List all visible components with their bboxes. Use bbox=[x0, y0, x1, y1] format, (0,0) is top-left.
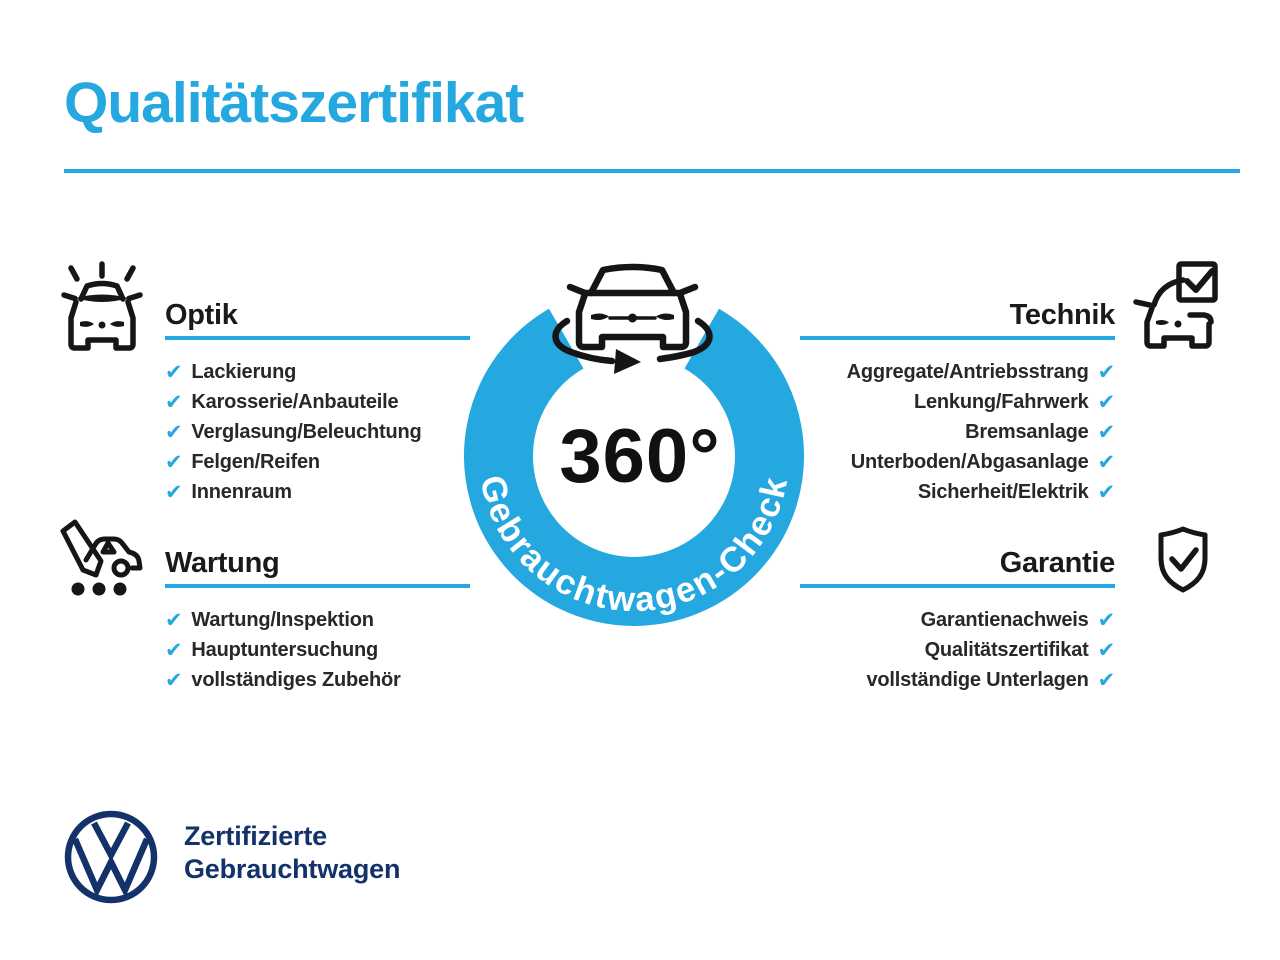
check-item: ✔ vollständiges Zubehör bbox=[165, 665, 470, 695]
section-heading-garantie: Garantie bbox=[999, 547, 1116, 579]
section-rule bbox=[165, 336, 470, 340]
check-icon: ✔ bbox=[165, 667, 183, 692]
shield-check-icon bbox=[1158, 526, 1208, 593]
check-icon: ✔ bbox=[165, 449, 183, 474]
check-icon: ✔ bbox=[165, 479, 183, 504]
section-heading-technik: Technik bbox=[1009, 299, 1116, 331]
check-item-label: Felgen/Reifen bbox=[191, 450, 320, 473]
check-item-label: Unterboden/Abgasanlage bbox=[850, 450, 1089, 473]
degrees-label: 360° bbox=[559, 414, 721, 499]
section-heading-optik: Optik bbox=[165, 299, 238, 331]
check-item: Sicherheit/Elektrik ✔ bbox=[800, 477, 1115, 507]
check-item: ✔ Karosserie/Anbauteile bbox=[165, 387, 470, 417]
footer-claim-line2: Gebrauchtwagen bbox=[184, 854, 401, 884]
check-icon: ✔ bbox=[165, 389, 183, 414]
optik-checklist: ✔ Lackierung ✔ Karosserie/Anbauteile ✔ Verg… bbox=[165, 357, 470, 507]
check-icon: ✔ bbox=[1097, 607, 1116, 632]
sparkling-car-icon bbox=[61, 261, 143, 351]
check-item-label: Karosserie/Anbauteile bbox=[191, 390, 399, 413]
check-icon: ✔ bbox=[165, 359, 183, 384]
garantie-checklist: Garantienachweis ✔ Qualitätszertifikat ✔ v… bbox=[800, 605, 1115, 695]
check-item-label: Innenraum bbox=[191, 480, 292, 503]
check-item: Unterboden/Abgasanlage ✔ bbox=[800, 447, 1115, 477]
footer-claim-line1: Zertifizierte bbox=[184, 821, 327, 851]
check-item-label: Hauptuntersuchung bbox=[191, 638, 378, 661]
section-wartung: Wartung ✔ Wartung/Inspektion ✔ Hauptunters… bbox=[165, 548, 470, 695]
car-360-rotation-icon bbox=[552, 263, 713, 365]
check-item-label: vollständige Unterlagen bbox=[866, 668, 1089, 691]
check-icon: ✔ bbox=[1097, 479, 1116, 504]
check-icon: ✔ bbox=[165, 637, 183, 662]
check-icon: ✔ bbox=[1097, 359, 1116, 384]
section-rule bbox=[165, 584, 470, 588]
check-icon: ✔ bbox=[1097, 389, 1116, 414]
check-icon: ✔ bbox=[165, 607, 183, 632]
check-item: ✔ Hauptuntersuchung bbox=[165, 635, 470, 665]
check-icon: ✔ bbox=[1097, 667, 1116, 692]
ring-arc bbox=[464, 308, 804, 626]
check-icon: ✔ bbox=[1097, 419, 1116, 444]
check-item: Bremsanlage ✔ bbox=[800, 417, 1115, 447]
check-item-label: Qualitätszertifikat bbox=[924, 638, 1089, 661]
check-item-label: Lenkung/Fahrwerk bbox=[913, 390, 1089, 413]
section-optik: Optik ✔ Lackierung ✔ Karosserie/Anbauteile… bbox=[165, 300, 470, 507]
car-with-checkbox-icon bbox=[1133, 261, 1218, 349]
check-item: Lenkung/Fahrwerk ✔ bbox=[800, 387, 1115, 417]
check-item-label: Garantienachweis bbox=[920, 608, 1089, 631]
check-item-label: vollständiges Zubehör bbox=[191, 668, 401, 691]
check-icon: ✔ bbox=[1097, 449, 1116, 474]
section-rule bbox=[800, 584, 1115, 588]
check-item: ✔ Lackierung bbox=[165, 357, 470, 387]
vw-logo bbox=[64, 810, 158, 904]
pencil-car-checklist-icon bbox=[60, 519, 143, 596]
check-item-label: Aggregate/Antriebsstrang bbox=[846, 360, 1089, 383]
badge-360-ring: Gebrauchtwagen-Check bbox=[464, 263, 804, 626]
section-garantie: Garantie Garantienachweis ✔ Qualitätszert… bbox=[800, 548, 1115, 695]
check-item: vollständige Unterlagen ✔ bbox=[800, 665, 1115, 695]
check-item: ✔ Felgen/Reifen bbox=[165, 447, 470, 477]
section-rule bbox=[800, 336, 1115, 340]
check-icon: ✔ bbox=[1097, 637, 1116, 662]
title-divider bbox=[64, 169, 1240, 173]
check-icon: ✔ bbox=[165, 419, 183, 444]
section-technik: Technik Aggregate/Antriebsstrang ✔ Lenkun… bbox=[800, 300, 1115, 507]
check-item-label: Verglasung/Beleuchtung bbox=[191, 420, 422, 443]
check-item-label: Sicherheit/Elektrik bbox=[917, 480, 1089, 503]
section-heading-wartung: Wartung bbox=[165, 547, 280, 579]
check-item-label: Wartung/Inspektion bbox=[191, 608, 374, 631]
rotation-arrowhead bbox=[614, 349, 641, 374]
check-item: Qualitätszertifikat ✔ bbox=[800, 635, 1116, 665]
footer-claim: Zertifizierte Gebrauchtwagen bbox=[184, 820, 400, 886]
wartung-checklist: ✔ Wartung/Inspektion ✔ Hauptuntersuchung ✔… bbox=[165, 605, 470, 695]
check-item: ✔ Wartung/Inspektion bbox=[165, 605, 470, 635]
page-title: Qualitätszertifikat bbox=[64, 71, 524, 135]
check-item-label: Bremsanlage bbox=[965, 420, 1089, 443]
check-item: Aggregate/Antriebsstrang ✔ bbox=[800, 357, 1116, 387]
technik-checklist: Aggregate/Antriebsstrang ✔ Lenkung/Fahrwe… bbox=[800, 357, 1116, 507]
check-item: ✔ Verglasung/Beleuchtung bbox=[165, 417, 470, 447]
check-item: ✔ Innenraum bbox=[165, 477, 470, 507]
check-item: Garantienachweis ✔ bbox=[800, 605, 1116, 635]
check-item-label: Lackierung bbox=[191, 360, 297, 383]
